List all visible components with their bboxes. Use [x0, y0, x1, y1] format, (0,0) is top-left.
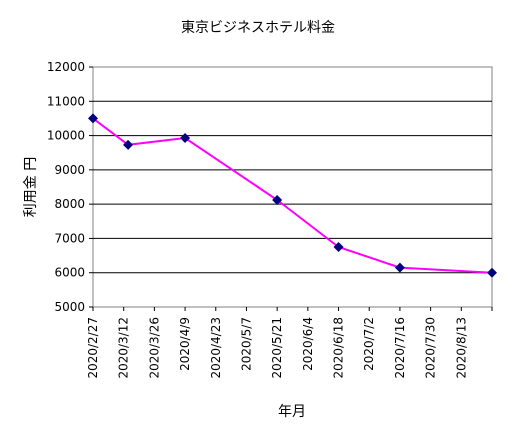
- data-point-1: [123, 139, 134, 150]
- x-tick-label: 2020/6/4: [301, 317, 315, 371]
- x-tick-label: 2020/7/16: [393, 317, 407, 379]
- x-tick-label: 2020/6/18: [332, 317, 346, 379]
- x-axis-ticks: 2020/2/27 2020/3/12 2020/3/26 2020/4/9 2020/…: [86, 307, 493, 379]
- y-tick-label: 12000: [47, 60, 85, 74]
- x-tick-label: 2020/8/13: [454, 317, 468, 379]
- x-tick-label: 2020/7/2: [362, 317, 376, 371]
- x-axis-label: 年月: [278, 404, 306, 420]
- data-point-2: [180, 132, 191, 143]
- x-tick-label: 2020/4/9: [178, 317, 192, 371]
- y-tick-label: 9000: [54, 163, 85, 177]
- x-tick-label: 2020/7/30: [424, 317, 438, 379]
- y-tick-label: 10000: [47, 129, 85, 143]
- data-point-6: [487, 267, 497, 278]
- x-tick-label: 2020/4/23: [209, 317, 223, 379]
- data-point-4: [333, 242, 344, 252]
- y-tick-label: 6000: [54, 266, 85, 280]
- x-tick-label: 2020/3/12: [117, 317, 131, 379]
- chart-title: 東京ビジネスホテル料金: [181, 20, 335, 36]
- plot-area: [92, 66, 493, 308]
- x-tick-label: 2020/5/7: [239, 317, 253, 371]
- x-tick-label: 2020/2/27: [86, 317, 100, 379]
- data-point-0: [88, 113, 98, 124]
- series: [88, 113, 497, 278]
- y-tick-label: 11000: [47, 94, 85, 108]
- y-axis-ticks: 5000 6000 7000 8000 9000 10000 11000 12000: [47, 60, 93, 314]
- x-tick-label: 2020/3/26: [147, 317, 161, 379]
- y-tick-label: 8000: [54, 197, 85, 211]
- data-point-5: [394, 262, 405, 273]
- gridlines: [93, 100, 492, 274]
- y-axis-label: 利用金 円: [23, 157, 39, 217]
- y-tick-label: 5000: [54, 300, 85, 314]
- data-point-3: [272, 195, 283, 206]
- y-tick-label: 7000: [54, 231, 85, 245]
- x-tick-label: 2020/5/21: [270, 317, 284, 379]
